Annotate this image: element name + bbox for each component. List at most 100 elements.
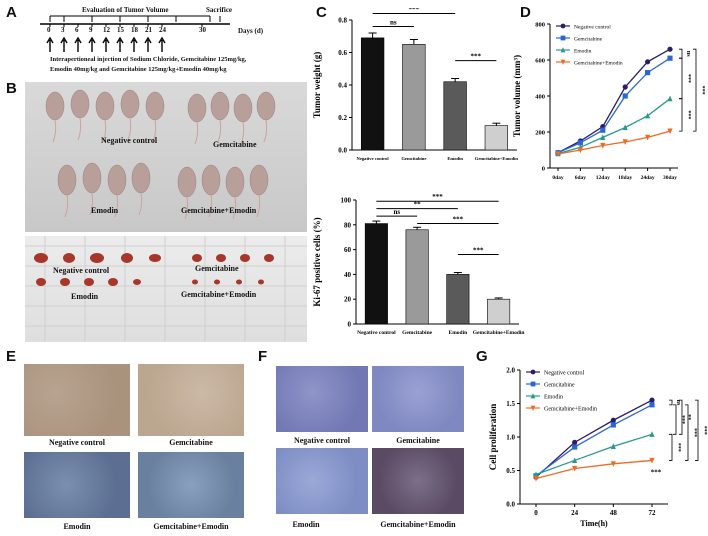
data-point <box>572 457 578 464</box>
ihc-f-gemcitabine <box>372 366 464 432</box>
significance-label: *** <box>685 110 691 119</box>
significance-bracket <box>669 433 673 461</box>
bar <box>360 37 385 151</box>
legend-label: Gemcitabine+Emodin <box>574 61 623 67</box>
y-tick-label: 0 <box>348 321 352 329</box>
injection-arrow <box>130 36 138 52</box>
significance-label: *** <box>471 53 482 61</box>
y-tick-label: 1.0 <box>506 434 515 442</box>
significance-label: *** <box>701 426 707 435</box>
data-point <box>645 134 651 141</box>
ihc-f-combo <box>372 448 464 514</box>
data-point <box>645 112 651 119</box>
x-tick-label: Emodin <box>449 330 468 336</box>
significance-label: *** <box>685 74 691 83</box>
significance-label: *** <box>675 443 681 452</box>
y-tick-label: 40 <box>344 271 352 279</box>
data-point <box>667 95 673 102</box>
y-tick-label: 60 <box>344 246 352 254</box>
significance-label: *** <box>453 216 464 224</box>
ihc-f-label-gemcitabine: Gemcitabine <box>396 436 440 445</box>
significance-label: ns <box>685 51 691 57</box>
legend-label: Emodin <box>574 49 592 55</box>
data-point <box>530 405 536 411</box>
legend-label: Emodin <box>544 395 563 401</box>
timeline-day-label: 12 <box>103 26 110 34</box>
panel-label-g: G <box>476 348 488 365</box>
data-point <box>610 422 616 428</box>
ihc-e-negative <box>24 364 130 436</box>
x-tick-label: 12day <box>596 175 610 181</box>
injection-arrow <box>116 36 124 52</box>
ki67-chart: 0 20 40 60 80 100 Ki-67 positive cells (%) Nega… <box>312 193 524 336</box>
data-point <box>649 457 655 464</box>
significance-bracket <box>673 404 677 435</box>
y-tick-label: 20 <box>344 296 352 304</box>
significance-label: *** <box>691 428 697 437</box>
timeline-day-label: 15 <box>117 26 124 34</box>
eval-label: Evaluation of Tumor Volume <box>82 6 169 14</box>
x-tick-label: Emodin <box>447 156 463 161</box>
data-point <box>645 70 651 76</box>
tumor-weight-chart: 0.0 0.2 0.4 0.6 0.8 Tumor weight (g) Negative … <box>312 8 518 161</box>
series-line <box>535 433 653 476</box>
series-line <box>535 459 653 480</box>
significance-label: ns <box>393 208 400 216</box>
ihc-f-emodin <box>276 448 368 514</box>
ihc-f-negative <box>276 366 368 432</box>
timeline-day-label: 18 <box>131 26 138 34</box>
data-point <box>560 59 566 65</box>
y-tick-label: 1.5 <box>506 400 515 408</box>
significance-bracket <box>679 57 683 100</box>
panel-label-b: B <box>6 80 17 97</box>
significance-label: *** <box>651 468 662 476</box>
x-tick-label: 72 <box>649 509 657 517</box>
panel-label-d: D <box>520 4 531 21</box>
significance-label: *** <box>699 86 705 95</box>
significance-bracket <box>693 48 697 132</box>
ihc-e-label-gemcitabine: Gemcitabine <box>169 438 213 447</box>
tumor-drawing <box>25 236 307 342</box>
y-tick-label: 0.4 <box>338 82 347 90</box>
panel-label-e: E <box>6 348 17 365</box>
ihc-f-label-emodin: Emodin <box>292 520 320 529</box>
injection-line-1: Interapertioneal injection of Sodium Chl… <box>50 56 247 63</box>
data-point <box>600 134 606 140</box>
injection-arrow <box>144 36 152 52</box>
mice-label-gemcitabine: Gemcitabine <box>213 140 257 149</box>
significance-label: *** <box>473 247 484 255</box>
timeline-panel: Evaluation of Tumor Volume Sacrifice 0 3 6… <box>30 0 310 80</box>
bar <box>405 229 429 325</box>
ihc-e-label-negative: Negative control <box>48 438 106 447</box>
legend-label: Negative control <box>574 25 611 31</box>
tumor-label-negative: Negative control <box>53 266 110 275</box>
x-tick-label: Negative control <box>357 156 390 161</box>
y-tick-label: 0.5 <box>506 467 515 475</box>
legend-label: Gemcitabine <box>544 383 575 389</box>
x-tick-label: 24day <box>641 175 655 181</box>
y-tick-label: 0.6 <box>338 49 347 57</box>
data-point <box>560 47 566 53</box>
y-axis-label: Tumor weight (g) <box>312 52 322 119</box>
days-unit: Days (d) <box>238 27 264 35</box>
series-line <box>535 404 653 477</box>
timeline-day-label: 3 <box>61 26 65 34</box>
timeline-svg <box>40 15 230 52</box>
panel-label-a: A <box>6 4 17 21</box>
y-axis-label: Tumor volume (mm³) <box>512 55 522 137</box>
timeline-day-label: 6 <box>75 26 79 34</box>
sacrifice-label: Sacrifice <box>206 6 233 14</box>
tumor-label-gemcitabine: Gemcitabine <box>195 264 239 273</box>
legend-label: Gemcitabine <box>574 37 603 43</box>
bar <box>443 81 467 151</box>
y-tick-label: 0.8 <box>338 17 347 25</box>
timeline-day-label: 21 <box>145 26 152 34</box>
data-point <box>577 140 583 146</box>
y-tick-label: 0 <box>542 166 545 173</box>
y-axis-label: Cell proliferation <box>488 404 498 471</box>
legend-label: Negative control <box>544 371 584 377</box>
timeline-day-label: 0 <box>47 26 51 34</box>
ihc-e-emodin <box>24 452 130 518</box>
data-point <box>530 381 536 387</box>
injection-arrow <box>60 36 68 52</box>
